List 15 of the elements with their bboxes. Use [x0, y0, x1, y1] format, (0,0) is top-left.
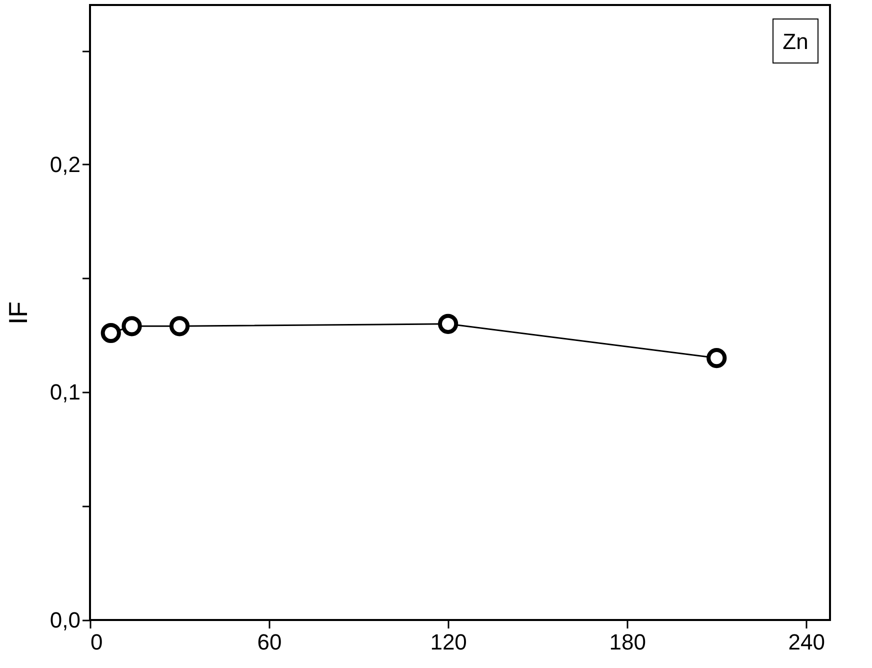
- point: [169, 316, 190, 336]
- x-tick-label: 0: [90, 630, 103, 654]
- point: [438, 314, 458, 334]
- y-axis-title: IF: [2, 301, 33, 325]
- x-tick-label: 120: [430, 630, 467, 654]
- y-tick-label: 0,0: [50, 608, 80, 632]
- x-tick-label: 180: [609, 630, 646, 654]
- y-tick-label: 0,2: [50, 152, 80, 177]
- x-tick-label: 240: [788, 630, 825, 654]
- annotation: Zn: [782, 29, 808, 54]
- x-tick-label: 60: [257, 630, 282, 654]
- point: [100, 322, 121, 344]
- point: [122, 316, 142, 336]
- point: [706, 348, 727, 368]
- y-tick-label: 0,1: [50, 380, 80, 405]
